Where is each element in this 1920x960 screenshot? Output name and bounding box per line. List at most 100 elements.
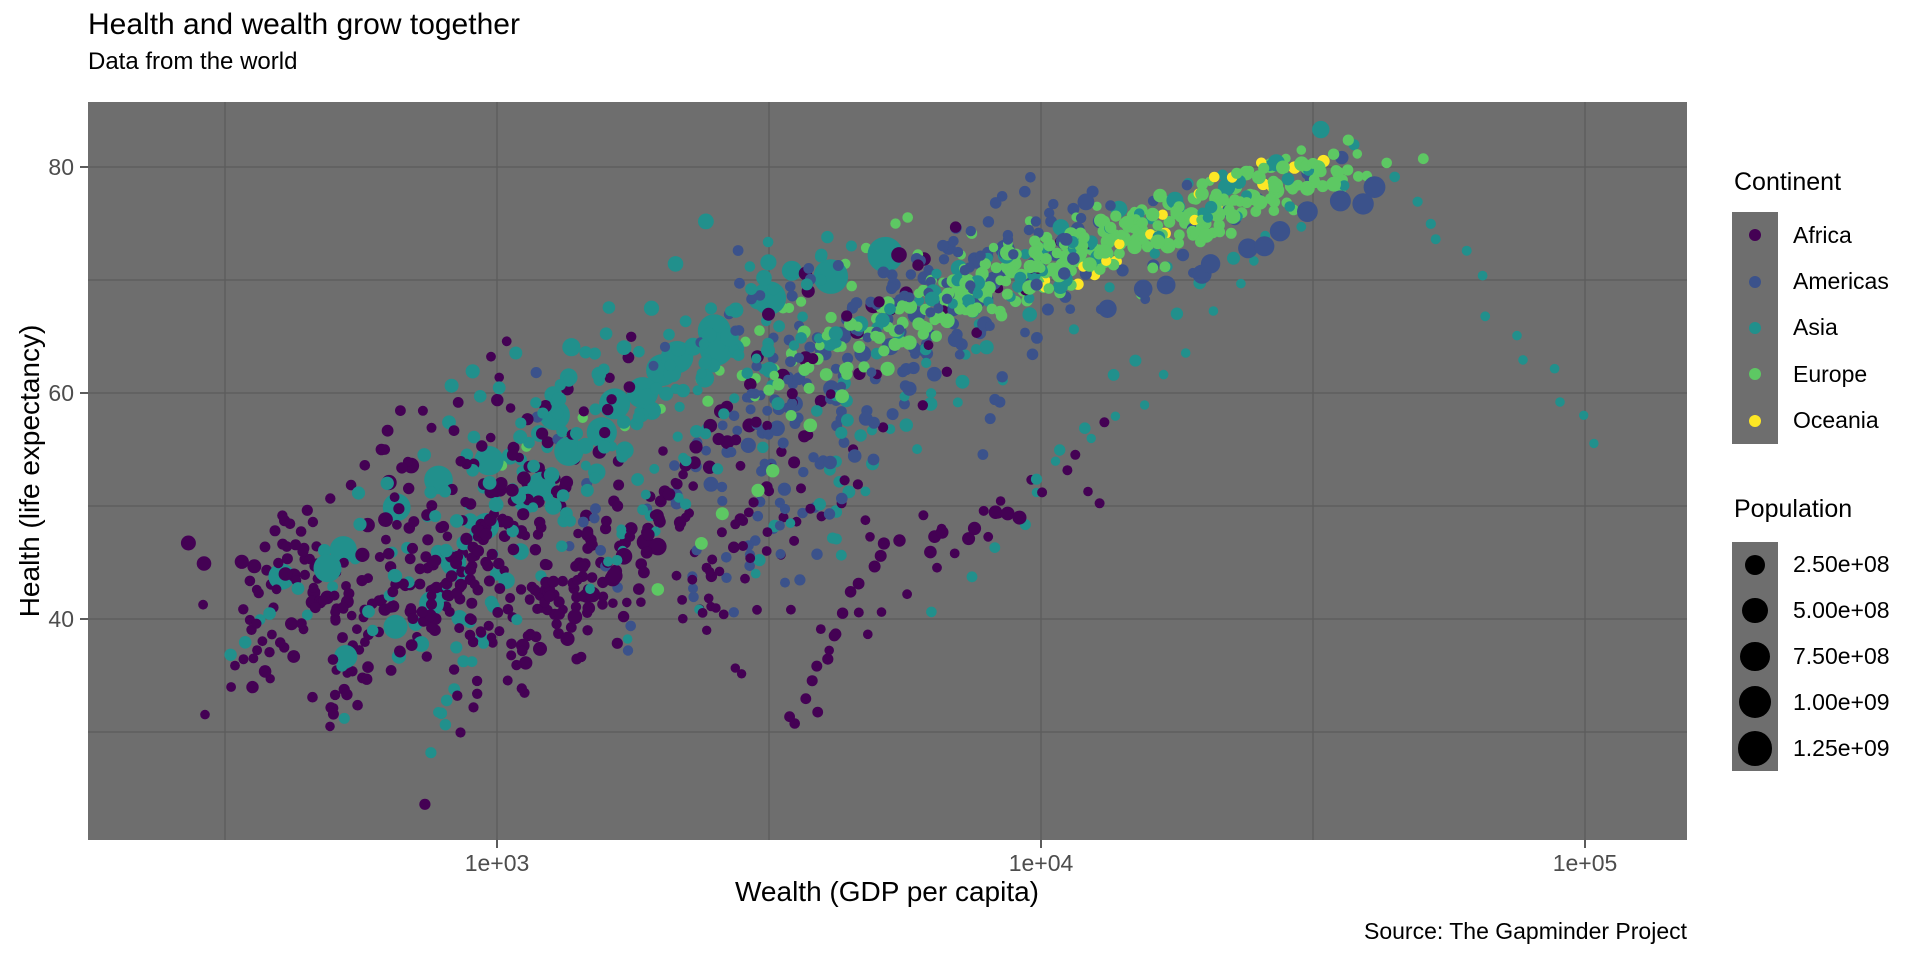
data-point — [505, 483, 519, 497]
data-point — [925, 307, 936, 318]
data-point — [836, 607, 849, 619]
population-legend-label: 1.25e+09 — [1793, 734, 1890, 761]
data-point — [988, 242, 999, 253]
data-point — [1225, 227, 1237, 239]
data-point — [318, 544, 331, 557]
data-point — [291, 582, 305, 595]
data-point — [493, 557, 505, 570]
population-legend-item: 5.00e+08 — [1732, 587, 1890, 634]
data-point — [804, 341, 816, 353]
data-point — [439, 543, 453, 558]
data-point — [407, 542, 418, 554]
data-point — [863, 629, 873, 640]
data-point — [1083, 486, 1093, 497]
data-point — [603, 556, 614, 567]
data-point — [414, 563, 426, 575]
data-point — [835, 389, 849, 404]
data-point — [688, 591, 699, 603]
data-point — [515, 417, 527, 429]
data-point — [815, 248, 828, 261]
data-point — [702, 395, 714, 407]
data-point — [680, 455, 692, 467]
data-point — [551, 618, 562, 630]
population-legend-label: 1.00e+09 — [1793, 688, 1890, 715]
data-point — [308, 582, 319, 593]
data-point — [517, 471, 531, 486]
data-point — [1329, 190, 1351, 212]
data-point — [907, 361, 920, 375]
data-point — [608, 598, 618, 608]
legend-key — [1732, 587, 1778, 634]
continent-legend-items: Africa Americas Asia Europe Oceania — [1732, 212, 1889, 444]
data-point — [897, 300, 907, 311]
data-point — [1107, 369, 1120, 381]
data-point — [827, 532, 839, 544]
data-point — [762, 527, 773, 537]
data-point — [374, 552, 385, 562]
data-point — [455, 727, 466, 738]
data-point — [387, 586, 399, 598]
data-point — [949, 221, 962, 233]
data-point — [701, 445, 711, 456]
data-point — [484, 595, 498, 609]
data-point — [1094, 498, 1105, 509]
data-point — [815, 624, 826, 634]
data-point — [728, 607, 739, 618]
data-point — [836, 492, 848, 505]
data-point — [1254, 236, 1275, 257]
data-point — [745, 553, 756, 564]
data-point — [680, 498, 692, 510]
data-point — [430, 581, 443, 594]
data-point — [307, 516, 319, 528]
data-point — [1059, 233, 1073, 246]
population-legend-item: 7.50e+08 — [1732, 633, 1890, 680]
data-point — [472, 545, 485, 557]
data-point — [309, 602, 321, 614]
data-point — [902, 335, 917, 350]
data-point — [1163, 216, 1176, 228]
data-point — [807, 353, 819, 365]
data-point — [949, 548, 960, 559]
data-point — [492, 381, 506, 395]
data-point — [1252, 195, 1268, 210]
data-point — [407, 613, 419, 624]
data-point — [798, 466, 809, 478]
data-point — [338, 557, 349, 568]
data-point — [511, 659, 522, 671]
data-point — [632, 411, 646, 424]
data-point — [1173, 229, 1185, 241]
data-point — [753, 554, 766, 567]
data-point — [893, 534, 906, 547]
data-point — [728, 410, 740, 422]
data-point — [860, 515, 871, 526]
data-point — [918, 510, 929, 521]
data-point — [474, 446, 504, 476]
continent-color-dot-icon — [1749, 368, 1761, 381]
data-point — [788, 456, 801, 469]
data-point — [750, 416, 762, 428]
population-size-dot-icon — [1737, 730, 1773, 766]
data-point — [307, 691, 318, 703]
data-point — [784, 711, 795, 723]
data-point — [640, 489, 651, 500]
data-point — [616, 524, 627, 535]
data-point — [551, 392, 567, 407]
data-point — [1158, 369, 1169, 380]
data-point — [395, 405, 406, 416]
data-point — [1417, 153, 1429, 165]
data-point — [1129, 354, 1142, 367]
data-point — [835, 549, 847, 561]
data-point — [977, 449, 989, 460]
data-point — [551, 407, 564, 420]
data-point — [740, 437, 756, 453]
data-point — [734, 277, 745, 289]
data-point — [554, 436, 584, 466]
data-point — [989, 542, 1001, 553]
data-point — [1512, 330, 1522, 341]
data-point — [1276, 160, 1290, 175]
data-point — [285, 617, 298, 631]
data-point — [577, 561, 589, 573]
data-point — [1195, 187, 1209, 201]
